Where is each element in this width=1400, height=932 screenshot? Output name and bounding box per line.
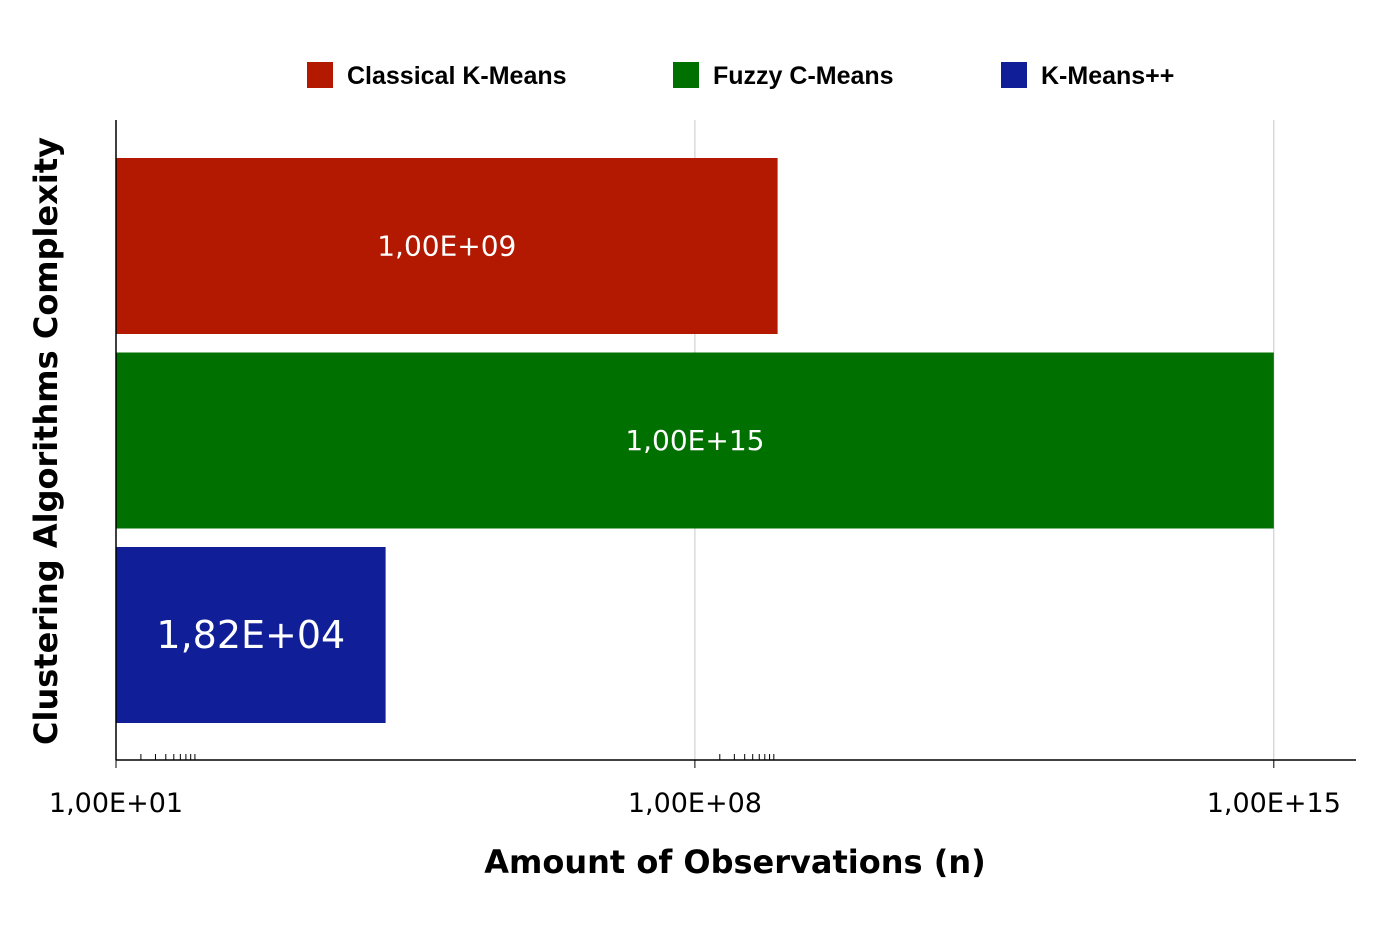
x-ticks: 1,00E+01 1,00E+08 1,00E+15 (49, 754, 1341, 819)
legend-swatch (1001, 62, 1027, 88)
y-axis-title: Clustering Algorithms Complexity (27, 137, 65, 745)
bar-k-means (116, 547, 386, 723)
legend-swatch (673, 62, 699, 88)
bar-classical-k-means (116, 158, 778, 334)
bar-fuzzy-c-means (116, 352, 1274, 529)
bar-value-label: 1,00E+15 (625, 424, 764, 457)
bar-value-label: 1,00E+09 (377, 230, 516, 263)
axes (115, 120, 1356, 761)
legend: Classical K-Means Fuzzy C-Means K-Means++ (307, 62, 1174, 90)
legend-label: Fuzzy C-Means (713, 62, 894, 90)
legend-label: K-Means++ (1041, 62, 1174, 90)
legend-swatch (307, 62, 333, 88)
x-axis-title: Amount of Observations (n) (484, 843, 985, 881)
x-tick-label: 1,00E+08 (628, 788, 762, 819)
x-tick-label: 1,00E+01 (49, 788, 183, 819)
legend-label: Classical K-Means (347, 62, 567, 90)
x-tick-label: 1,00E+15 (1207, 788, 1341, 819)
bar-value-label: 1,82E+04 (156, 613, 345, 657)
bars: 1,00E+09 1,00E+15 1,82E+04 (116, 158, 1274, 723)
